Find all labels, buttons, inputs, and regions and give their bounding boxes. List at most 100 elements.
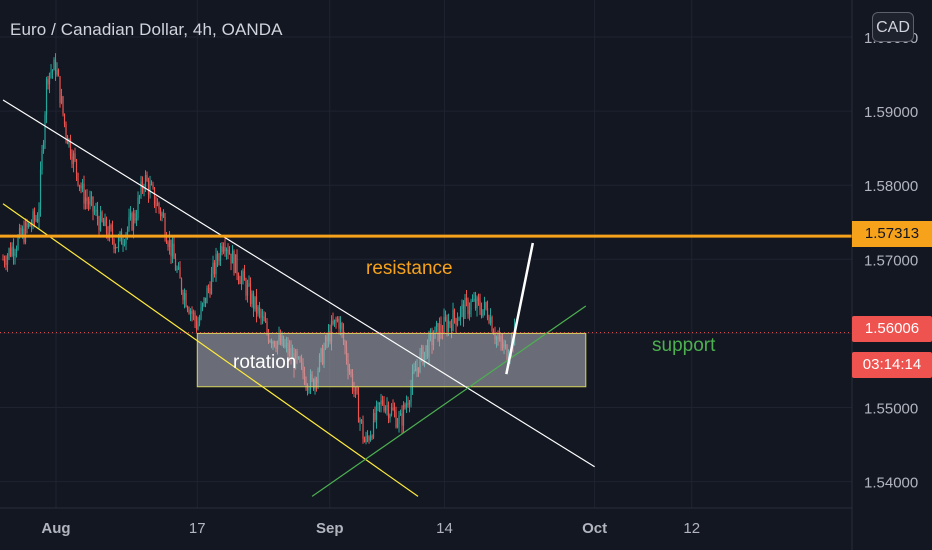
candle-body bbox=[17, 236, 19, 250]
candle-body bbox=[30, 225, 33, 227]
candle-body bbox=[53, 59, 55, 71]
candle-body bbox=[491, 316, 493, 332]
candle-body bbox=[489, 316, 492, 324]
candle-body bbox=[188, 309, 190, 314]
candle-body bbox=[35, 218, 37, 220]
candle-body bbox=[138, 195, 141, 198]
candle-body bbox=[218, 259, 220, 261]
candle-body bbox=[332, 320, 334, 324]
candle-body bbox=[467, 299, 469, 315]
candle-body bbox=[195, 321, 198, 330]
candle-body bbox=[459, 308, 462, 319]
candle-body bbox=[81, 183, 84, 189]
candle-body bbox=[144, 174, 147, 188]
candle-body bbox=[365, 436, 367, 443]
candle-body bbox=[12, 246, 15, 257]
candle-body bbox=[341, 322, 343, 331]
candle-body bbox=[99, 211, 102, 231]
candle-body bbox=[113, 239, 115, 249]
candle-body bbox=[225, 249, 228, 252]
candle-body bbox=[33, 211, 36, 220]
candle-body bbox=[258, 306, 261, 312]
candle-body bbox=[29, 223, 31, 227]
countdown-tag: 03:14:14 bbox=[852, 352, 932, 378]
candle-body bbox=[96, 209, 99, 220]
candle-body bbox=[6, 255, 9, 265]
candle-body bbox=[434, 326, 436, 339]
candle-body bbox=[8, 248, 10, 256]
candle-body bbox=[134, 213, 136, 221]
currency-button[interactable]: CAD bbox=[872, 12, 914, 42]
candle-body bbox=[83, 183, 85, 204]
candle-body bbox=[167, 243, 169, 247]
candle-body bbox=[354, 387, 357, 391]
candle-body bbox=[362, 421, 364, 440]
candle-body bbox=[57, 69, 60, 77]
candle-body bbox=[3, 259, 6, 264]
candle-body bbox=[383, 403, 385, 411]
candle-body bbox=[374, 412, 376, 420]
x-tick-label: Sep bbox=[316, 520, 344, 537]
candle-body bbox=[186, 306, 189, 310]
candle-body bbox=[224, 247, 226, 252]
candle-body bbox=[63, 113, 66, 125]
x-tick-label: 17 bbox=[189, 520, 206, 537]
candle-body bbox=[147, 181, 150, 195]
candle-body bbox=[50, 71, 52, 74]
candle-body bbox=[230, 253, 232, 264]
candle-body bbox=[254, 296, 256, 309]
candle-body bbox=[149, 184, 151, 195]
candle-body bbox=[405, 403, 408, 408]
candle-body bbox=[249, 283, 252, 305]
candle-body bbox=[476, 297, 478, 309]
candle-body bbox=[401, 413, 403, 426]
y-tick-label: 1.59000 bbox=[864, 104, 918, 121]
candle-body bbox=[20, 227, 22, 236]
candle-body bbox=[353, 390, 355, 392]
candle-body bbox=[80, 185, 82, 189]
y-tick-label: 1.57000 bbox=[864, 252, 918, 269]
candle-body bbox=[158, 202, 160, 210]
candle-body bbox=[14, 252, 16, 257]
candle-body bbox=[233, 250, 235, 273]
candle-body bbox=[117, 237, 120, 248]
candle-body bbox=[441, 332, 444, 334]
candle-body bbox=[39, 169, 42, 210]
candle-body bbox=[369, 436, 372, 441]
candle-body bbox=[222, 247, 225, 253]
support-label: support bbox=[652, 335, 716, 356]
candle-body bbox=[234, 254, 237, 273]
candle-body bbox=[458, 318, 460, 321]
lower-channel-line bbox=[2, 203, 419, 497]
candle-body bbox=[306, 384, 309, 390]
support-trend-line bbox=[311, 305, 587, 497]
candle-body bbox=[387, 405, 390, 419]
resistance-price-tag: 1.57313 bbox=[852, 221, 932, 247]
candle-body bbox=[368, 437, 370, 441]
candle-body bbox=[72, 153, 75, 164]
candle-body bbox=[38, 209, 40, 222]
candle-body bbox=[146, 174, 148, 182]
candle-body bbox=[77, 173, 79, 186]
candle-body bbox=[75, 159, 78, 174]
candle-body bbox=[410, 387, 412, 403]
candle-body bbox=[461, 304, 463, 309]
candle-body bbox=[215, 254, 217, 275]
candle-body bbox=[197, 324, 199, 330]
candle-body bbox=[435, 322, 438, 327]
candle-body bbox=[371, 436, 373, 438]
candle-body bbox=[105, 218, 108, 233]
candle-body bbox=[129, 213, 132, 218]
candle-body bbox=[228, 253, 231, 255]
x-tick-label: 14 bbox=[436, 520, 453, 537]
grid-lines bbox=[0, 0, 852, 508]
candle-body bbox=[245, 280, 247, 296]
candle-body bbox=[180, 278, 183, 292]
candle-body bbox=[152, 184, 154, 188]
candle-body bbox=[375, 404, 378, 420]
candle-body bbox=[201, 303, 204, 308]
candle-body bbox=[135, 218, 138, 221]
y-tick-label: 1.58000 bbox=[864, 178, 918, 195]
candle-body bbox=[492, 331, 495, 335]
